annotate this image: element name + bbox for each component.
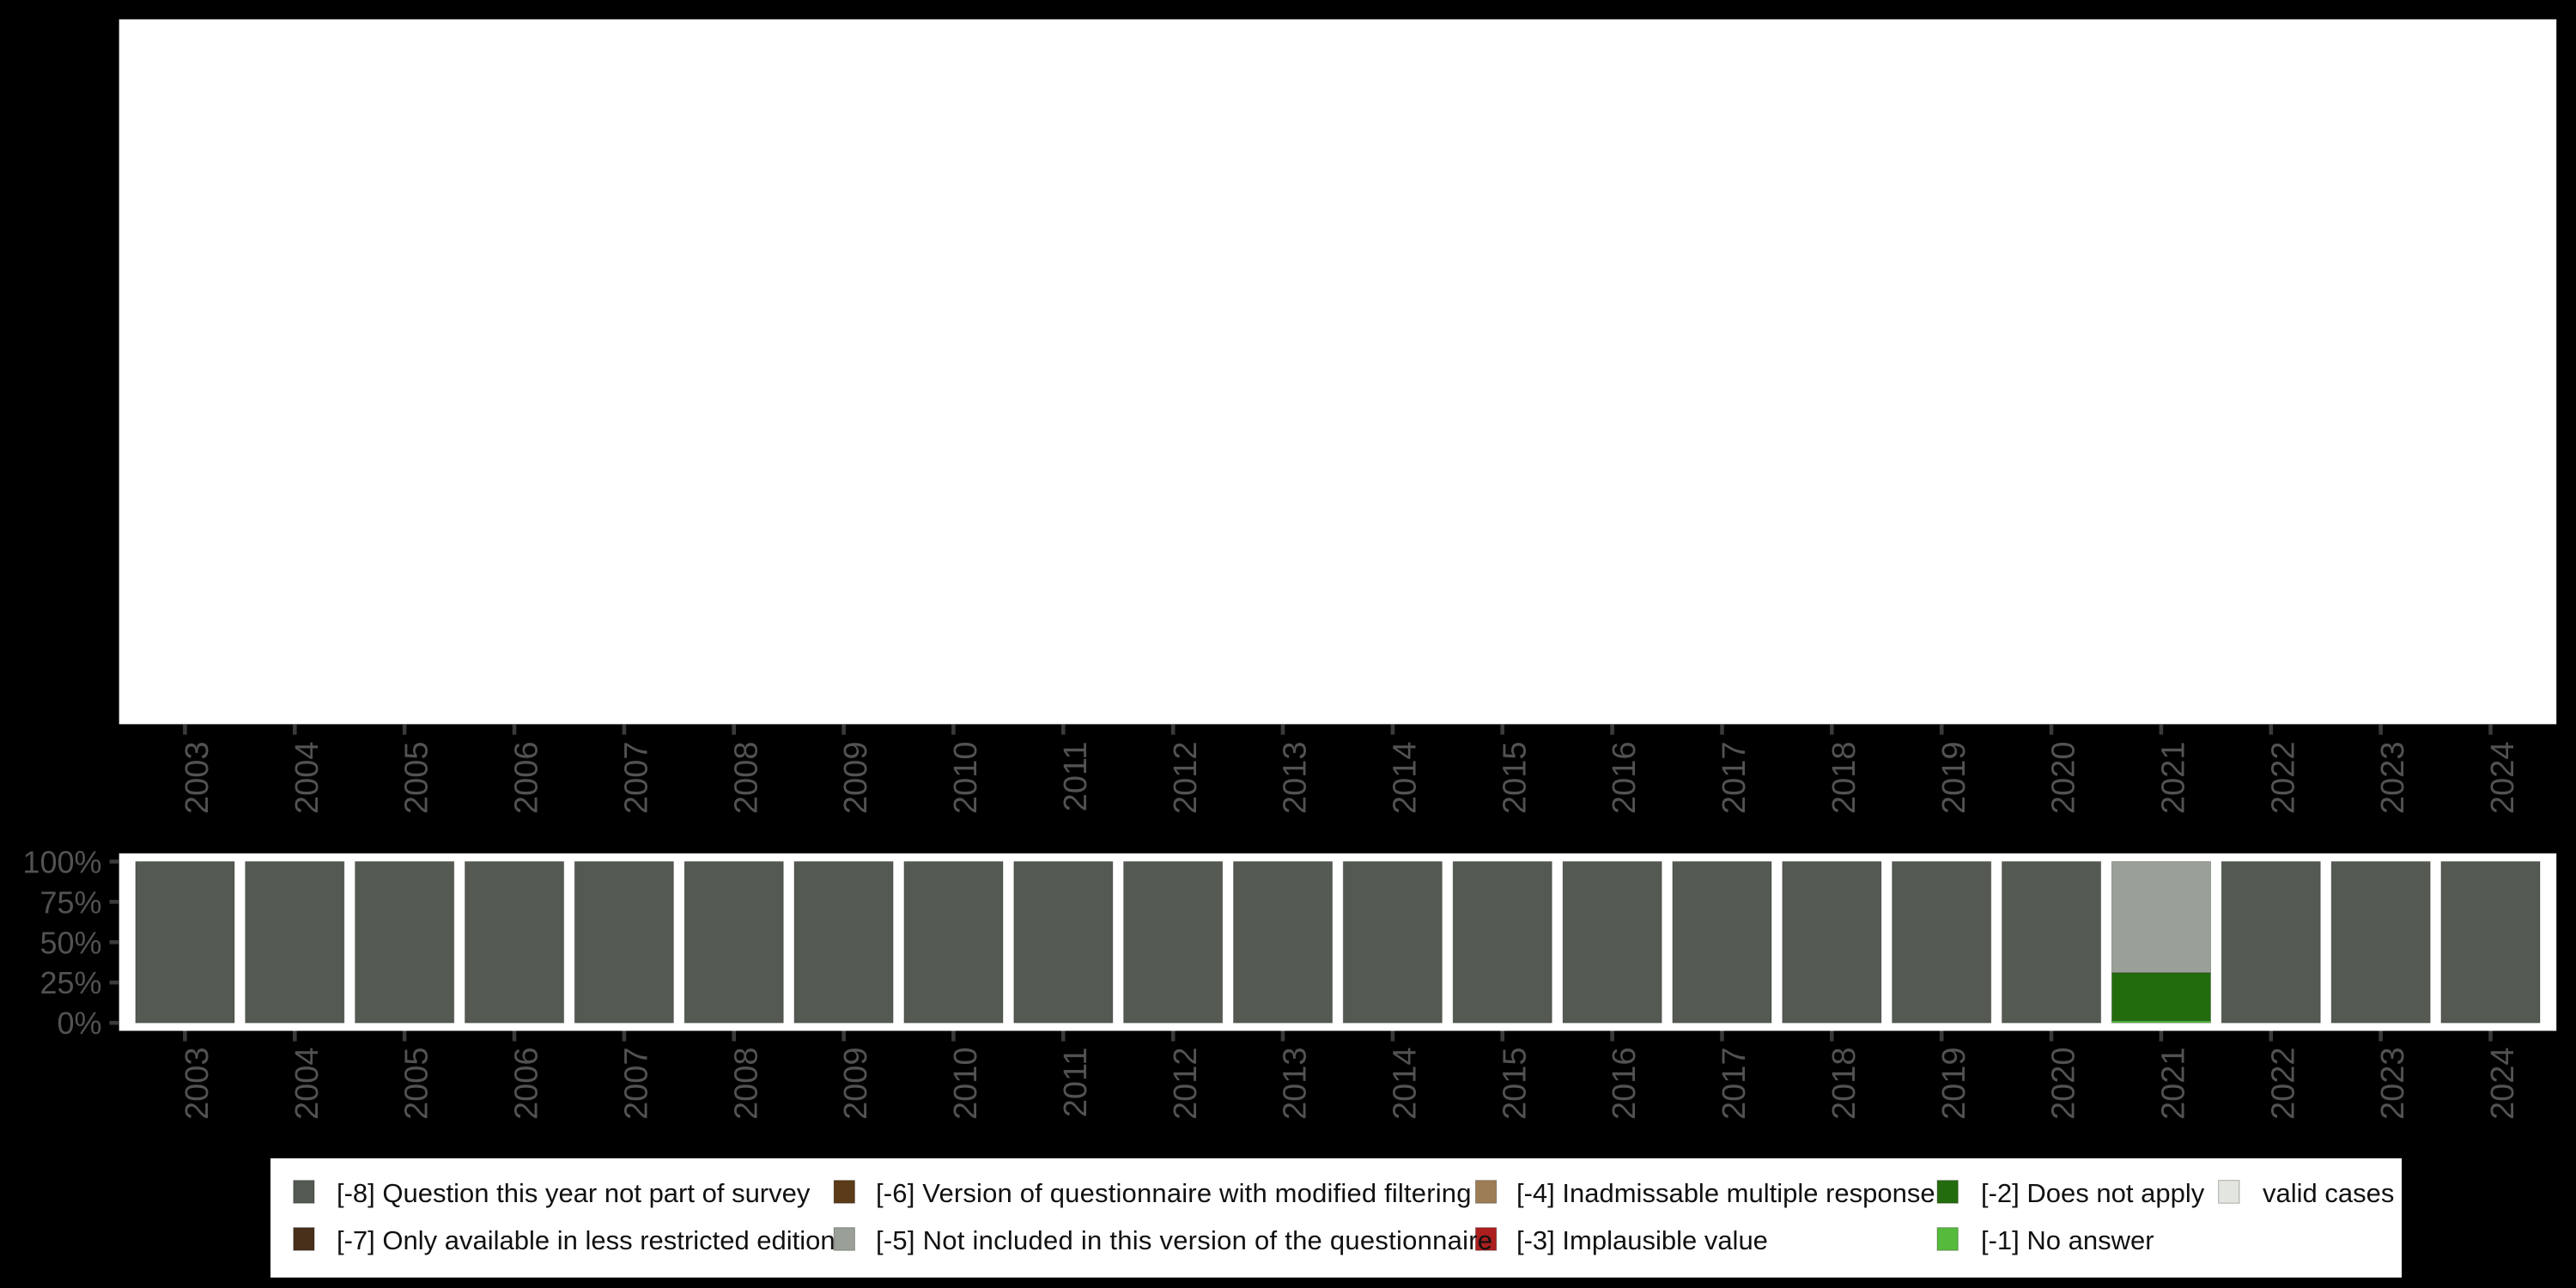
- svg-text:75%: 75%: [39, 884, 101, 920]
- svg-text:[-1] No answer: [-1] No answer: [1981, 1225, 2154, 1255]
- svg-text:2016: 2016: [1607, 1048, 1643, 1121]
- svg-text:2021: 2021: [2156, 742, 2192, 815]
- svg-text:2020: 2020: [2046, 1048, 2082, 1121]
- svg-text:2005: 2005: [399, 742, 435, 815]
- svg-text:2017: 2017: [1716, 742, 1753, 815]
- svg-text:2005: 2005: [399, 1048, 435, 1121]
- svg-text:2010: 2010: [948, 1048, 984, 1121]
- svg-text:2021: 2021: [2156, 1048, 2192, 1121]
- svg-text:[-4] Inadmissable multiple res: [-4] Inadmissable multiple response: [1516, 1178, 1935, 1208]
- svg-text:2008: 2008: [728, 1048, 764, 1121]
- svg-text:2014: 2014: [1388, 742, 1424, 815]
- svg-text:100%: 100%: [22, 844, 101, 879]
- svg-text:2023: 2023: [2375, 742, 2411, 815]
- svg-text:2010: 2010: [948, 742, 984, 815]
- svg-text:2022: 2022: [2265, 1048, 2301, 1121]
- svg-text:2019: 2019: [1936, 742, 1972, 815]
- svg-text:2016: 2016: [1607, 742, 1643, 815]
- svg-text:2004: 2004: [289, 742, 325, 815]
- svg-text:2006: 2006: [509, 742, 545, 815]
- svg-text:2015: 2015: [1497, 742, 1533, 815]
- svg-text:2024: 2024: [2485, 742, 2521, 815]
- svg-text:2003: 2003: [179, 742, 216, 815]
- svg-text:[-5] Not included in this vers: [-5] Not included in this version of the…: [876, 1225, 1492, 1255]
- svg-text:2012: 2012: [1168, 742, 1204, 815]
- svg-text:[-7] Only available in less re: [-7] Only available in less restricted e…: [337, 1225, 835, 1255]
- svg-text:2007: 2007: [619, 1048, 655, 1121]
- svg-text:2022: 2022: [2265, 742, 2301, 815]
- svg-text:[-6] Version of questionnaire: [-6] Version of questionnaire with modif…: [876, 1178, 1472, 1208]
- svg-text:[-2] Does not apply: [-2] Does not apply: [1981, 1178, 2205, 1208]
- svg-text:2006: 2006: [509, 1048, 545, 1121]
- svg-text:2018: 2018: [1826, 742, 1862, 815]
- svg-text:2024: 2024: [2485, 1048, 2521, 1121]
- svg-text:2009: 2009: [838, 741, 874, 814]
- svg-text:2011: 2011: [1058, 742, 1094, 812]
- svg-text:25%: 25%: [39, 965, 101, 1000]
- svg-text:2023: 2023: [2375, 1048, 2411, 1121]
- svg-text:2007: 2007: [619, 742, 655, 815]
- svg-text:50%: 50%: [39, 925, 101, 960]
- svg-text:2018: 2018: [1826, 1048, 1862, 1121]
- svg-text:2013: 2013: [1278, 1048, 1314, 1121]
- svg-text:2008: 2008: [728, 742, 764, 815]
- svg-text:0%: 0%: [57, 1005, 101, 1041]
- svg-text:2004: 2004: [289, 1048, 325, 1121]
- svg-text:[-8] Question this year not pa: [-8] Question this year not part of surv…: [337, 1178, 811, 1208]
- svg-text:2011: 2011: [1058, 1048, 1094, 1118]
- svg-text:2019: 2019: [1936, 1048, 1972, 1121]
- svg-text:2013: 2013: [1278, 742, 1314, 815]
- svg-text:2012: 2012: [1168, 1048, 1204, 1121]
- svg-text:valid cases: valid cases: [2263, 1178, 2394, 1208]
- svg-text:2017: 2017: [1716, 1048, 1753, 1121]
- svg-text:2003: 2003: [179, 1048, 216, 1121]
- svg-text:2015: 2015: [1497, 1048, 1533, 1121]
- svg-text:2009: 2009: [838, 1048, 874, 1121]
- svg-text:[-3] Implausible value: [-3] Implausible value: [1516, 1225, 1768, 1255]
- svg-text:2020: 2020: [2046, 742, 2082, 815]
- svg-text:2014: 2014: [1388, 1048, 1424, 1121]
